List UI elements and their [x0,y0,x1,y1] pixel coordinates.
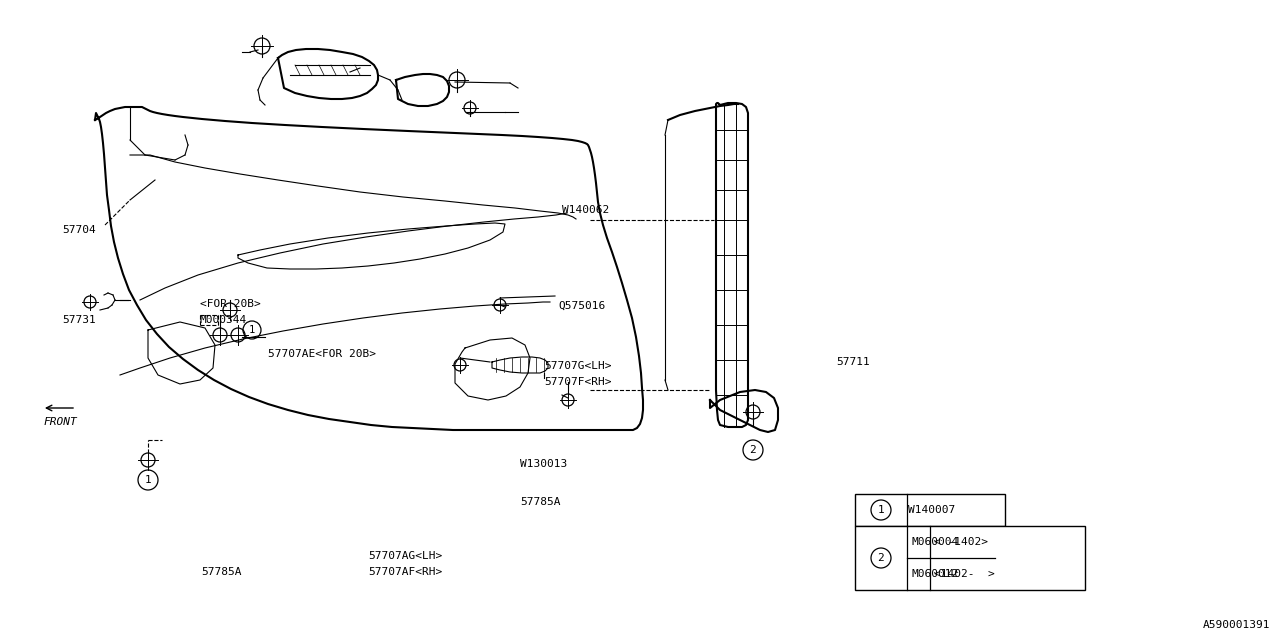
Text: 2: 2 [750,445,756,455]
Text: 57731: 57731 [61,315,96,325]
Text: W130013: W130013 [520,459,567,469]
Text: 1: 1 [878,505,884,515]
Text: A590001391: A590001391 [1202,620,1270,630]
Text: 1: 1 [248,325,255,335]
Text: 57707AF<RH>: 57707AF<RH> [369,567,443,577]
FancyBboxPatch shape [855,526,1085,590]
Text: <FOR 20B>: <FOR 20B> [200,299,261,309]
Text: 2: 2 [878,553,884,563]
Text: FRONT: FRONT [44,417,77,427]
Text: <1402-  >: <1402- > [934,569,995,579]
Text: Q575016: Q575016 [558,301,605,311]
Text: 57707AE<FOR 20B>: 57707AE<FOR 20B> [268,349,376,359]
Text: 1: 1 [145,475,151,485]
Text: 57785A: 57785A [201,567,242,577]
FancyBboxPatch shape [855,494,1005,526]
Text: 57707G<LH>: 57707G<LH> [544,361,612,371]
Text: < -1402>: < -1402> [934,537,988,547]
Text: 57785A: 57785A [520,497,561,507]
Text: M000344: M000344 [200,315,247,325]
Text: W140062: W140062 [562,205,609,215]
Text: 57711: 57711 [836,357,869,367]
Text: M060012: M060012 [911,569,959,579]
Text: 57707F<RH>: 57707F<RH> [544,377,612,387]
Text: 57704: 57704 [61,225,96,235]
Text: W140007: W140007 [908,505,955,515]
Text: 57707AG<LH>: 57707AG<LH> [369,551,443,561]
Text: M060004: M060004 [911,537,959,547]
